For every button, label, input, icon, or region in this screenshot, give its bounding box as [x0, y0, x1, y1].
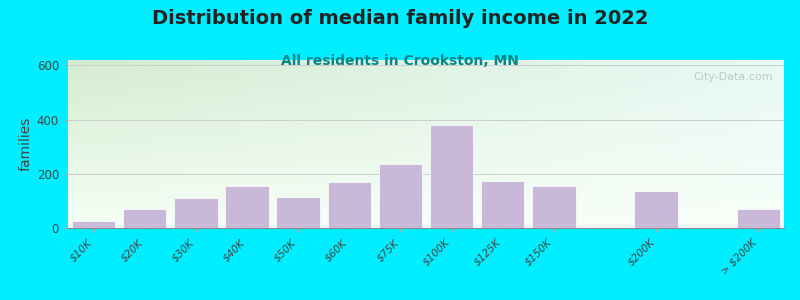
Text: City-Data.com: City-Data.com	[694, 72, 774, 82]
Bar	[737, 209, 780, 228]
Bar	[378, 164, 422, 228]
Bar	[174, 198, 218, 228]
Text: All residents in Crookston, MN: All residents in Crookston, MN	[281, 54, 519, 68]
Bar	[634, 191, 678, 228]
Text: Distribution of median family income in 2022: Distribution of median family income in …	[152, 9, 648, 28]
Bar	[226, 186, 269, 228]
Bar	[277, 197, 320, 228]
Bar	[532, 186, 575, 228]
Bar	[327, 182, 371, 228]
Y-axis label: families: families	[18, 117, 33, 171]
Bar	[430, 125, 474, 228]
Bar	[72, 221, 115, 228]
Bar	[123, 209, 166, 228]
Bar	[481, 181, 525, 228]
